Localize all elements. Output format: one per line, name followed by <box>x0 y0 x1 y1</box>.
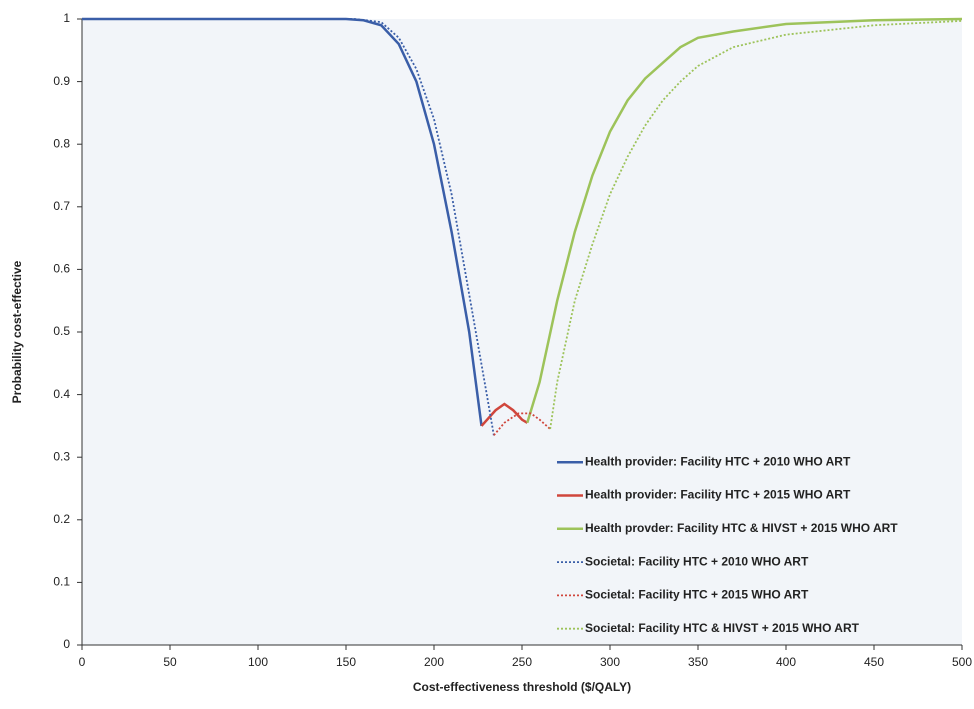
y-tick-label: 1 <box>63 11 70 25</box>
series-line <box>82 18 495 436</box>
x-tick-label: 0 <box>79 655 86 669</box>
x-tick-label: 400 <box>776 655 796 669</box>
x-tick-label: 250 <box>512 655 532 669</box>
plot-area <box>82 19 962 645</box>
y-tick-label: 0.3 <box>53 449 70 463</box>
legend-label: Health provder: Facility HTC & HIVST + 2… <box>585 521 898 535</box>
series-line <box>480 402 528 427</box>
y-tick-label: 0 <box>63 637 70 651</box>
y-tick-label: 0.9 <box>53 74 70 88</box>
series-line <box>549 19 963 430</box>
legend-label: Health provider: Facility HTC + 2010 WHO… <box>585 454 851 468</box>
x-tick-label: 150 <box>336 655 356 669</box>
legend-label: Societal: Facility HTC + 2010 WHO ART <box>585 554 809 568</box>
x-tick-label: 450 <box>864 655 884 669</box>
x-axis-label: Cost-effectiveness threshold ($/QALY) <box>413 680 631 694</box>
series-line <box>493 412 551 436</box>
y-tick-label: 0.2 <box>53 512 70 526</box>
legend-label: Health provider: Facility HTC + 2015 WHO… <box>585 488 851 502</box>
y-tick-label: 0.5 <box>53 324 70 338</box>
y-tick-label: 0.6 <box>53 262 70 276</box>
x-tick-label: 500 <box>952 655 972 669</box>
y-tick-label: 0.7 <box>53 199 70 213</box>
x-tick-label: 350 <box>688 655 708 669</box>
y-tick-label: 0.1 <box>53 575 70 589</box>
legend-label: Societal: Facility HTC & HIVST + 2015 WH… <box>585 621 860 635</box>
y-tick-label: 0.4 <box>53 387 70 401</box>
y-tick-label: 0.8 <box>53 136 70 150</box>
x-tick-label: 100 <box>248 655 268 669</box>
legend-label: Societal: Facility HTC + 2015 WHO ART <box>585 588 809 602</box>
y-axis-label: Probability cost-effective <box>10 260 24 403</box>
series-line <box>526 17 963 424</box>
x-tick-label: 200 <box>424 655 444 669</box>
x-tick-label: 50 <box>163 655 177 669</box>
x-tick-label: 300 <box>600 655 620 669</box>
